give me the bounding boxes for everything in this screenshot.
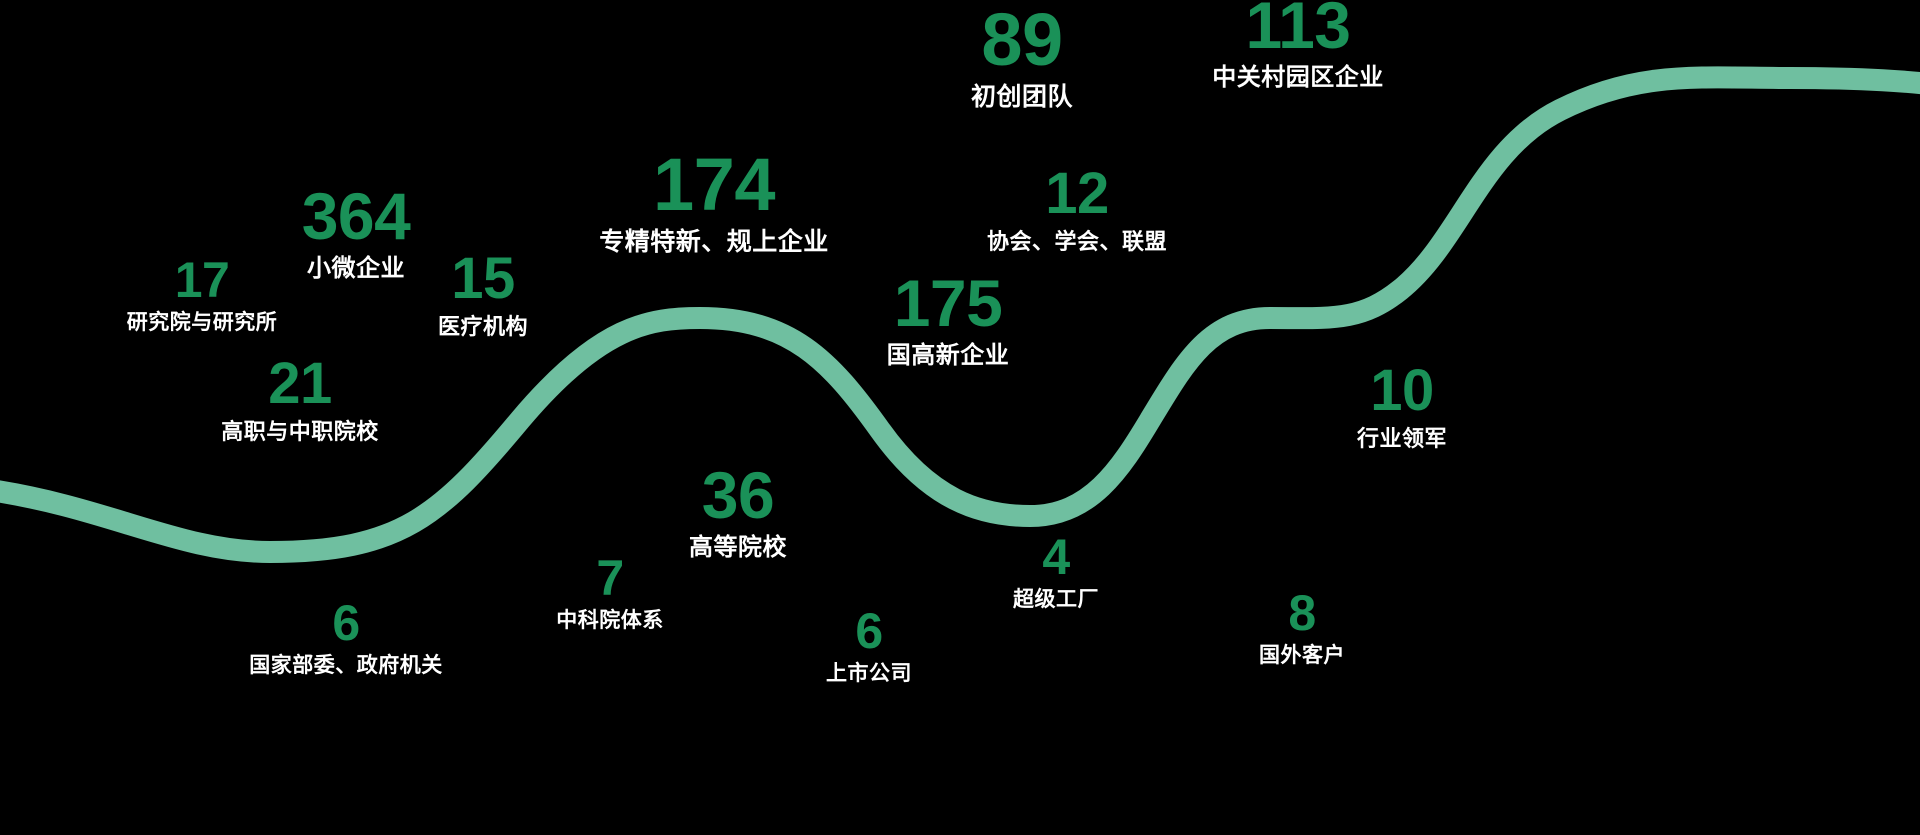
stat-label: 初创团队: [970, 83, 1074, 111]
stat-item: 6 上市公司: [826, 606, 912, 686]
stat-value: 12: [1045, 161, 1109, 226]
stat-value: 113: [1245, 0, 1351, 62]
stat-item: 6 国家部委、政府机关: [249, 598, 443, 678]
stat-label: 中科院体系: [556, 609, 664, 632]
stat-label: 国高新企业: [886, 342, 1010, 369]
stat-label: 行业领军: [1356, 426, 1448, 451]
stat-item: 36 高等院校: [689, 462, 787, 562]
stat-label: 高职与中职院校: [221, 419, 379, 444]
stat-value: 6: [855, 603, 883, 659]
stat-label: 高等院校: [689, 534, 787, 561]
stat-value: 4: [1042, 529, 1070, 585]
stat-item: 8 国外客户: [1259, 588, 1345, 668]
stat-item: 10 行业领军: [1356, 358, 1448, 452]
stat-label: 上市公司: [826, 662, 912, 685]
stat-item: 21 高职与中职院校: [221, 351, 379, 445]
stat-value: 10: [1370, 358, 1434, 423]
stat-label: 专精特新、规上企业: [599, 228, 829, 256]
stat-label: 超级工厂: [1013, 588, 1099, 611]
stat-value: 21: [268, 351, 332, 416]
stat-item: 7 中科院体系: [556, 553, 664, 633]
stat-value: 174: [653, 143, 775, 226]
stat-label: 协会、学会、联盟: [986, 229, 1168, 254]
stat-label: 中关村园区企业: [1212, 64, 1384, 91]
stat-item: 15 医疗机构: [437, 246, 529, 340]
stat-item: 364 小微企业: [302, 183, 411, 283]
stat-value: 6: [332, 595, 360, 651]
stat-item: 89 初创团队: [971, 3, 1073, 112]
stat-value: 17: [174, 252, 230, 308]
trend-wave-path: [0, 66, 1920, 563]
stat-item: 17 研究院与研究所: [127, 255, 278, 335]
stat-value: 36: [701, 458, 775, 532]
stat-value: 7: [596, 550, 624, 606]
stat-label: 研究院与研究所: [126, 311, 278, 334]
stat-value: 15: [451, 246, 515, 311]
stat-value: 89: [981, 0, 1063, 81]
stat-item: 113 中关村园区企业: [1212, 0, 1384, 92]
stat-value: 175: [893, 266, 1003, 340]
stat-value: 364: [301, 179, 411, 253]
stat-value: 8: [1288, 585, 1316, 641]
stat-item: 4 超级工厂: [1013, 532, 1099, 612]
stat-label: 小微企业: [307, 255, 405, 282]
stat-label: 医疗机构: [437, 314, 529, 339]
stat-label: 国家部委、政府机关: [249, 654, 443, 677]
stat-label: 国外客户: [1259, 644, 1345, 667]
stat-item: 175 国高新企业: [887, 270, 1010, 370]
stat-item: 12 协会、学会、联盟: [986, 161, 1168, 255]
stat-item: 174 专精特新、规上企业: [599, 148, 829, 257]
